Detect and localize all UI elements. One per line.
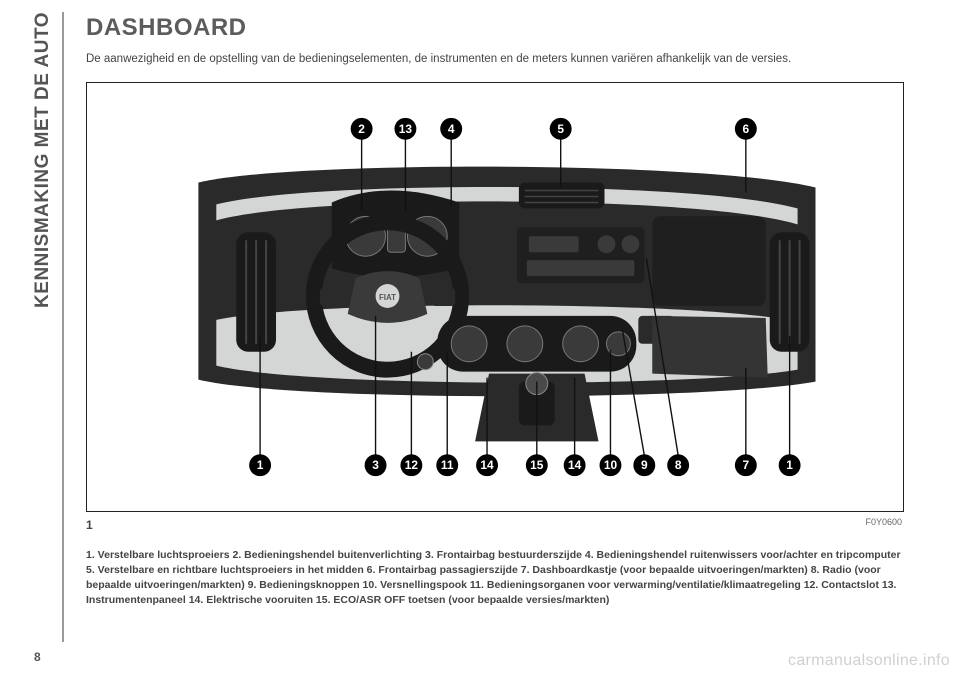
dashboard-diagram: FIAT xyxy=(87,83,903,511)
svg-text:6: 6 xyxy=(743,121,750,135)
svg-text:15: 15 xyxy=(530,458,544,472)
figure-number: 1 xyxy=(86,518,904,532)
svg-text:14: 14 xyxy=(568,458,582,472)
svg-text:2: 2 xyxy=(358,121,365,135)
section-tab: KENNISMAKING MET DE AUTO xyxy=(32,12,54,308)
svg-text:11: 11 xyxy=(441,458,454,472)
page: KENNISMAKING MET DE AUTO DASHBOARD De aa… xyxy=(0,0,960,678)
legend-text: 1. Verstelbare luchtsproeiers 2. Bedieni… xyxy=(86,548,904,609)
page-title: DASHBOARD xyxy=(86,14,904,42)
svg-text:5: 5 xyxy=(557,121,564,135)
page-number: 8 xyxy=(34,650,41,664)
intro-text: De aanwezigheid en de opstelling van de … xyxy=(86,52,904,68)
svg-text:14: 14 xyxy=(480,458,494,472)
svg-text:10: 10 xyxy=(604,458,618,472)
svg-text:FIAT: FIAT xyxy=(379,293,396,302)
svg-text:1: 1 xyxy=(257,458,264,472)
svg-text:3: 3 xyxy=(372,458,379,472)
svg-text:7: 7 xyxy=(743,458,750,472)
figure-caption-row: 1 F0Y0600 xyxy=(86,518,904,532)
watermark: carmanualsonline.info xyxy=(788,652,950,670)
figure-code: F0Y0600 xyxy=(865,517,902,527)
svg-text:13: 13 xyxy=(399,121,413,135)
svg-text:1: 1 xyxy=(786,458,793,472)
svg-text:9: 9 xyxy=(641,458,648,472)
figure-frame: FIAT xyxy=(86,82,904,512)
side-rule xyxy=(62,12,64,642)
svg-text:4: 4 xyxy=(448,121,455,135)
svg-text:12: 12 xyxy=(405,458,419,472)
svg-text:8: 8 xyxy=(675,458,682,472)
